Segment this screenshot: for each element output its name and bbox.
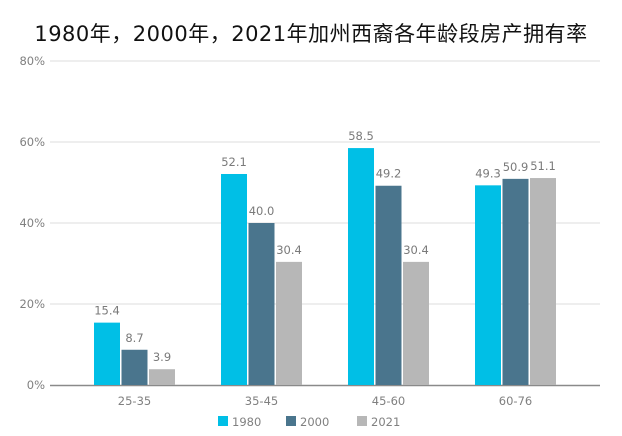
bar-2000-60-76 (502, 178, 529, 385)
data-label: 15.4 (94, 304, 120, 318)
data-label: 49.2 (376, 167, 402, 181)
bar-2021-25-35 (149, 369, 175, 385)
bar-1980-60-76 (475, 185, 501, 385)
data-label: 51.1 (530, 159, 556, 173)
legend-label: 2000 (300, 415, 329, 429)
bar-2000-25-35 (121, 349, 148, 385)
data-label: 52.1 (221, 155, 247, 169)
x-tick-label: 25-35 (118, 394, 151, 408)
bar-2021-60-76 (530, 178, 556, 385)
chart-title: 1980年，2000年，2021年加州西裔各年龄段房产拥有率 (34, 22, 588, 46)
y-tick-label: 0% (27, 378, 45, 392)
y-tick-label: 80% (19, 54, 45, 68)
legend-swatch-1980 (218, 416, 228, 426)
y-tick-label: 40% (19, 216, 45, 230)
bar-1980-25-35 (94, 322, 120, 385)
data-label: 3.9 (153, 350, 171, 364)
bar-2021-35-45 (276, 261, 302, 385)
bar-2000-45-60 (375, 185, 402, 385)
data-label: 30.4 (276, 243, 302, 257)
legend-label: 2021 (371, 415, 400, 429)
bar-1980-35-45 (221, 173, 247, 385)
data-label: 49.3 (475, 166, 501, 180)
y-tick-label: 60% (19, 135, 45, 149)
legend-swatch-2021 (357, 416, 367, 426)
data-label: 50.9 (503, 160, 529, 174)
bar-2000-35-45 (248, 223, 275, 385)
y-tick-label: 20% (19, 297, 45, 311)
data-label: 40.0 (249, 204, 275, 218)
data-label: 30.4 (403, 243, 429, 257)
legend-label: 1980 (232, 415, 261, 429)
x-tick-label: 45-60 (372, 394, 405, 408)
data-label: 8.7 (125, 331, 143, 345)
data-label: 58.5 (348, 129, 374, 143)
x-tick-label: 60-76 (499, 394, 532, 408)
x-tick-label: 35-45 (245, 394, 278, 408)
bar-1980-45-60 (348, 148, 374, 385)
bar-2021-45-60 (403, 261, 429, 385)
legend-swatch-2000 (286, 416, 296, 426)
